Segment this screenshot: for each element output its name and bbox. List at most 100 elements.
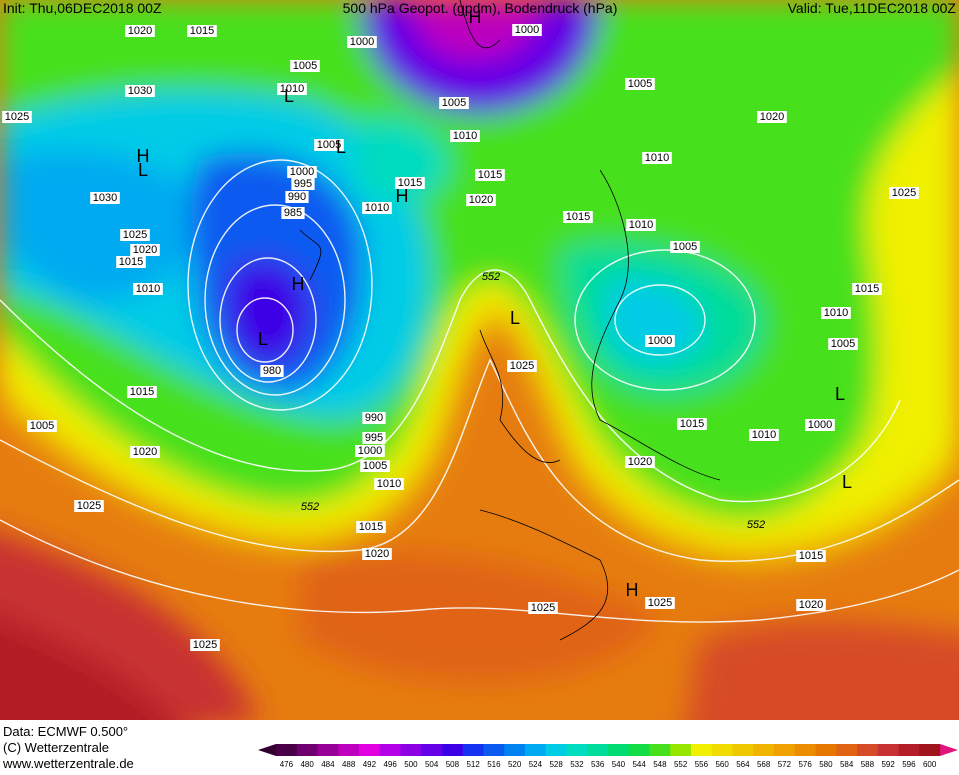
contour-label: 552: [301, 501, 319, 513]
map-title: 500 hPa Geopot. (gpdm), Bodendruck (hPa): [343, 0, 618, 16]
isobar-label-bg: [74, 500, 104, 512]
colorbar-cell: [504, 744, 526, 756]
isobar-label-bg: [796, 599, 826, 611]
colorbar-label: 528: [549, 760, 563, 769]
colorbar-cell: [794, 744, 816, 756]
colorbar-cell: [898, 744, 920, 756]
colorbar-label: 544: [632, 760, 646, 769]
isobar-label: 1010: [824, 307, 848, 319]
website: www.wetterzentrale.de: [2, 756, 134, 770]
isobar-label-bg: [277, 83, 307, 95]
contour-label: 552: [747, 519, 765, 531]
isobar-label: 1020: [133, 244, 157, 256]
isobar-label: 1015: [680, 418, 704, 430]
colorbar-cell: [359, 744, 381, 756]
isobar-label: 1015: [478, 169, 502, 181]
colorbar-cell: [628, 744, 650, 756]
isobar-label-bg: [125, 25, 155, 37]
pressure-center: H: [469, 7, 482, 27]
isobar-label: 1025: [77, 500, 101, 512]
isobar-label-bg: [360, 460, 390, 472]
colorbar-cell: [400, 744, 422, 756]
isobar-label: 1010: [365, 202, 389, 214]
colorbar-label: 572: [778, 760, 792, 769]
isobar-label-bg: [347, 36, 377, 48]
isobar-label-bg: [796, 550, 826, 562]
isobar-label-bg: [362, 432, 386, 444]
isobar-label-bg: [395, 177, 425, 189]
colorbar-label: 532: [570, 760, 584, 769]
colorbar-cell: [919, 744, 941, 756]
colorbar-label: 596: [902, 760, 916, 769]
colorbar-label: 552: [674, 760, 688, 769]
isobar-label: 1025: [531, 602, 555, 614]
colorbar-label: 492: [363, 760, 377, 769]
isobar-label: 1025: [193, 639, 217, 651]
isobar-label: 1005: [673, 241, 697, 253]
isobar-label: 985: [284, 207, 302, 219]
isobar-label: 1020: [365, 548, 389, 560]
isobar-label: 1025: [510, 360, 534, 372]
isobar-label: 1010: [377, 478, 401, 490]
isobar-label-bg: [187, 25, 217, 37]
isobar-label: 1010: [453, 130, 477, 142]
valid-text: Valid: Tue,11DEC2018 00Z: [788, 0, 957, 16]
isobar-label: 1005: [442, 97, 466, 109]
isobar-label-bg: [439, 97, 469, 109]
isobar-label: 1020: [128, 25, 152, 37]
isobar-label-bg: [362, 548, 392, 560]
colorbar-label: 540: [612, 760, 626, 769]
isobar-label-bg: [670, 241, 700, 253]
isobar-label-bg: [475, 169, 505, 181]
isobar-label-bg: [757, 111, 787, 123]
isobar-label-bg: [642, 152, 672, 164]
colorbar-cell: [711, 744, 733, 756]
map-labels: 1020 101510001000100510101030102510051005…: [2, 7, 919, 651]
isobar-label-bg: [281, 207, 305, 219]
colorbar-label: 480: [300, 760, 314, 769]
init-text: Init: Thu,06DEC2018 00Z: [3, 0, 162, 16]
colorbar-cell: [877, 744, 899, 756]
isobar-label-bg: [749, 429, 779, 441]
isobar-label-bg: [130, 446, 160, 458]
colorbar-label: 520: [508, 760, 522, 769]
isobar-label-bg: [466, 194, 496, 206]
isobar-label-bg: [362, 412, 386, 424]
isobar-label: 1015: [855, 283, 879, 295]
isobar-label-bg: [889, 187, 919, 199]
colorbar-label: 484: [321, 760, 335, 769]
colorbar-label: 560: [715, 760, 729, 769]
colorbar-cell: [649, 744, 671, 756]
isobar-label-bg: [290, 60, 320, 72]
isobar-label-bg: [563, 211, 593, 223]
isobar-label: 990: [365, 412, 383, 424]
pressure-center: L: [835, 384, 845, 404]
colorbar-cell: [566, 744, 588, 756]
isobar-label: 1025: [648, 597, 672, 609]
isobar-label-bg: [116, 256, 146, 268]
colorbar-cell: [815, 744, 837, 756]
copyright: (C) Wetterzentrale: [3, 740, 109, 755]
colorbar-cell: [587, 744, 609, 756]
colorbar-label: 500: [404, 760, 418, 769]
isobar-label: 1005: [628, 78, 652, 90]
colorbar-cell: [462, 744, 484, 756]
colorbar-cell: [836, 744, 858, 756]
isobar-label-bg: [507, 360, 537, 372]
colorbar-label: 584: [840, 760, 854, 769]
colorbar-cell: [857, 744, 879, 756]
isobar-label: 1005: [363, 460, 387, 472]
colorbar-cell: [545, 744, 567, 756]
isobar-label: 1020: [469, 194, 493, 206]
isobar-label: 990: [288, 191, 306, 203]
isobar-label: 1030: [128, 85, 152, 97]
colorbar-label: 476: [280, 760, 294, 769]
isobar-label-bg: [291, 178, 315, 190]
isobar-label-bg: [287, 166, 317, 178]
isobar-label: 1020: [628, 456, 652, 468]
isobar-label-bg: [120, 229, 150, 241]
colorbar-arrow-right: [940, 744, 958, 756]
colorbar-cell: [670, 744, 692, 756]
isobar-label-bg: [355, 445, 385, 457]
